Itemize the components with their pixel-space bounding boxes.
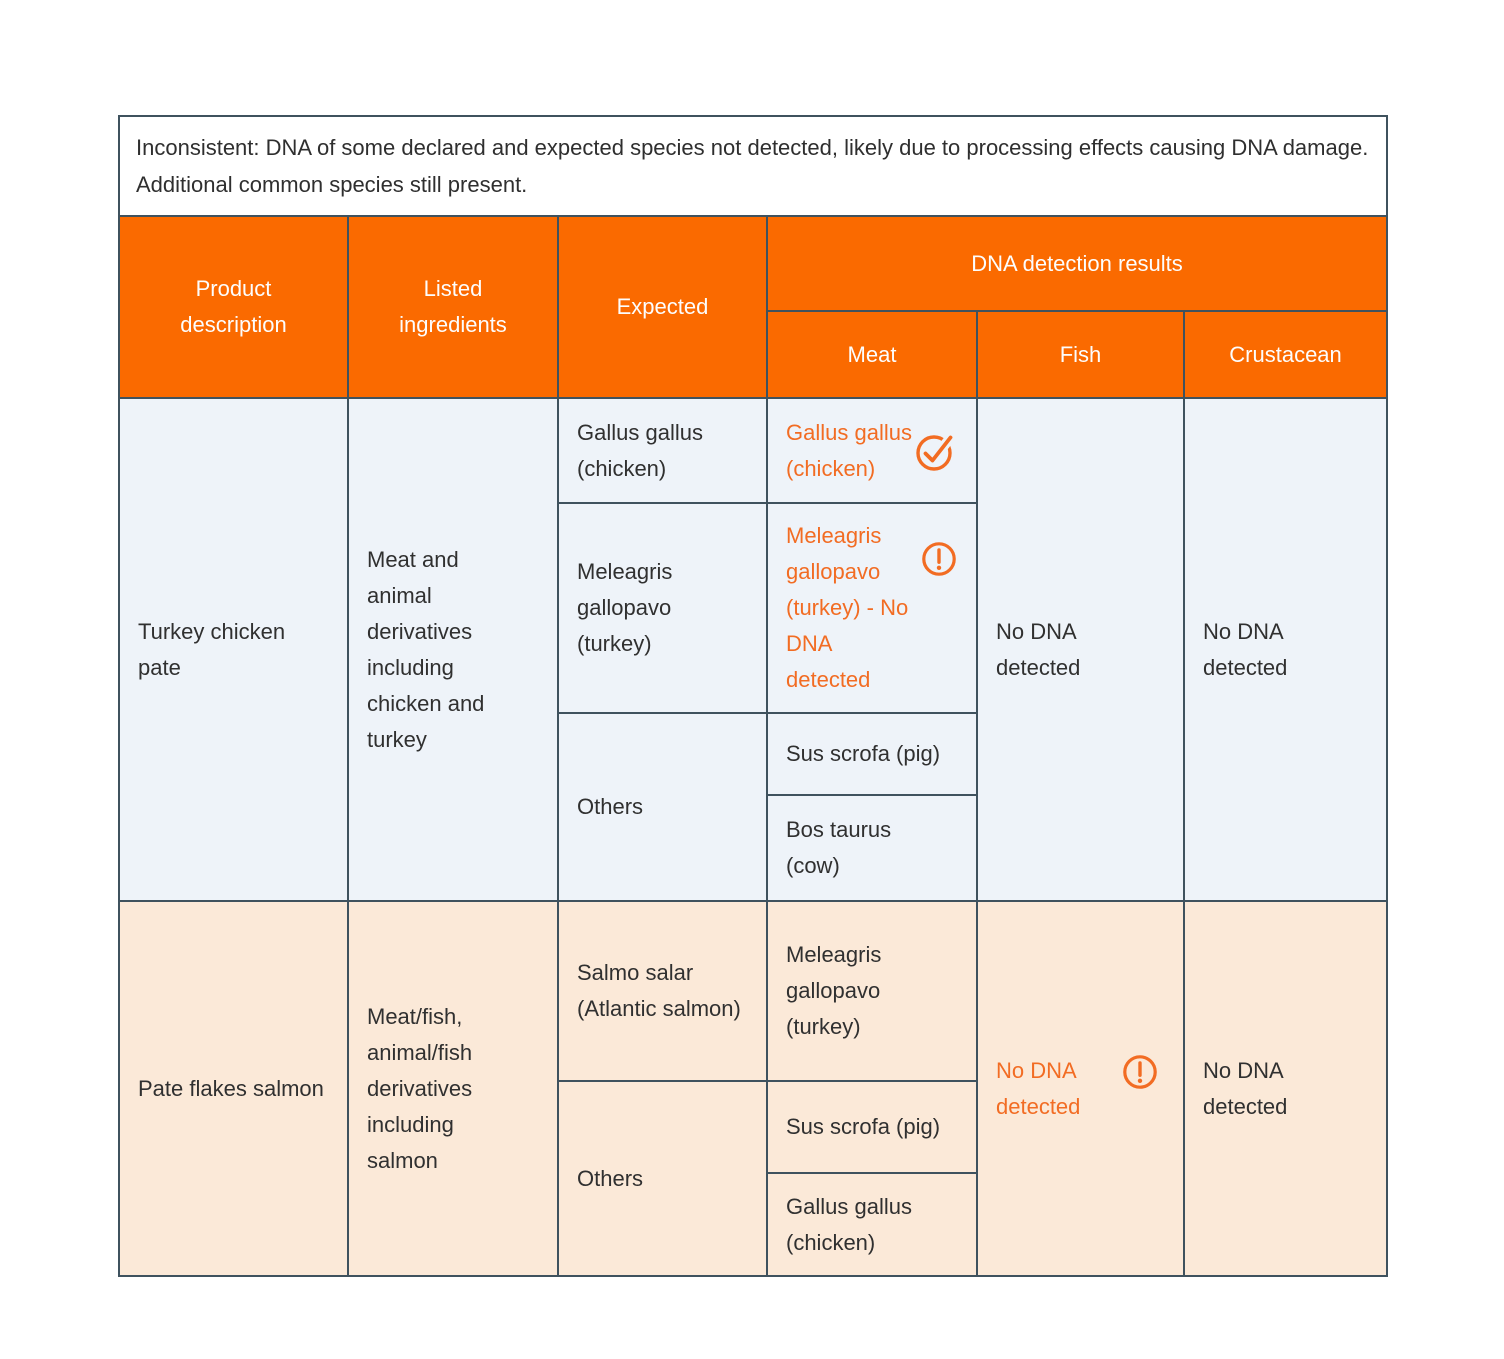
fish-result-cell: No DNA detected: [976, 900, 1185, 1277]
fish-result-text: No DNA detected: [996, 618, 1081, 680]
expected-species-cell: Others: [557, 712, 768, 902]
col-header-product-label: Product description: [180, 276, 287, 337]
warning-circle-icon: [920, 540, 958, 578]
expected-species-cell: Salmo salar (Atlantic salmon): [557, 900, 768, 1082]
dna-detection-table: Inconsistent: DNA of some declared and e…: [117, 115, 1389, 1277]
meat-result-cell: Meleagris gallopavo (turkey): [766, 900, 978, 1082]
ingredients-cell: Meat/fish, animal/fish derivatives inclu…: [347, 900, 559, 1277]
meat-result-text: Bos taurus (cow): [786, 817, 892, 878]
ingredients-text: Meat/fish, animal/fish derivatives inclu…: [367, 1003, 473, 1173]
crustacean-result-cell: No DNA detected: [1182, 900, 1389, 1277]
crustacean-result-cell: No DNA detected: [1182, 397, 1389, 902]
table-row: Meleagris gallopavo (turkey) Meleagris g…: [119, 502, 1387, 714]
caption-row: Inconsistent: DNA of some declared and e…: [117, 115, 1389, 217]
col-header-expected: Expected: [557, 215, 768, 399]
table-row: Bos taurus (cow): [119, 794, 1387, 902]
table-row: Others Sus scrofa (pig): [119, 712, 1387, 902]
table-caption: Inconsistent: DNA of some declared and e…: [117, 115, 1389, 217]
ingredients-cell: Meat and animal derivatives including ch…: [347, 397, 559, 902]
fish-result-text: No DNA detected: [996, 1057, 1081, 1119]
meat-result-cell: Gallus gallus (chicken): [766, 1172, 978, 1277]
meat-result-text: Gallus gallus (chicken): [786, 1193, 912, 1255]
product-cell: Turkey chicken pate: [118, 397, 349, 902]
meat-result-cell: Sus scrofa (pig): [766, 1080, 978, 1174]
meat-result-cell: Meleagris gallopavo (turkey) - No DNA de…: [766, 502, 978, 714]
col-header-meat: Meat: [766, 310, 978, 399]
col-header-ingredients-label: Listed ingredients: [399, 276, 507, 337]
crustacean-result-text: No DNA detected: [1203, 618, 1288, 680]
header-row-sub: Meat Fish Crustacean: [119, 310, 1389, 399]
meat-result-cell: Sus scrofa (pig): [766, 712, 978, 796]
meat-result-cell: Bos taurus (cow): [766, 794, 978, 902]
check-circle-icon: [914, 429, 958, 473]
col-header-crustacean: Crustacean: [1182, 310, 1389, 399]
report-figure: Inconsistent: DNA of some declared and e…: [117, 115, 1389, 1277]
table-row: Pate flakes salmon Meat/fish, animal/fis…: [118, 900, 1389, 1277]
product-cell: Pate flakes salmon: [118, 900, 349, 1277]
meat-result-cell: Gallus gallus (chicken): [766, 397, 978, 504]
table-row: Others Sus scrofa (pig): [119, 1080, 1387, 1277]
col-header-product: Product description: [118, 215, 349, 399]
meat-result-text: Gallus gallus (chicken): [786, 419, 912, 481]
meat-result-text: Meleagris gallopavo (turkey) - No DNA de…: [786, 523, 909, 692]
header-row-main: Product description Listed ingredients E…: [118, 215, 1389, 399]
expected-species-cell: Meleagris gallopavo (turkey): [557, 502, 768, 714]
col-header-fish: Fish: [976, 310, 1185, 399]
table-row: Gallus gallus (chicken): [119, 1172, 1387, 1277]
warning-circle-icon: [1121, 1053, 1159, 1091]
crustacean-result-text: No DNA detected: [1203, 1057, 1288, 1119]
col-header-dna-results: DNA detection results: [765, 215, 1389, 312]
expected-species-cell: Gallus gallus (chicken): [557, 397, 768, 504]
ingredients-text: Meat and animal derivatives including ch…: [367, 546, 485, 752]
table-row: Turkey chicken pate Meat and animal deri…: [118, 397, 1389, 902]
fish-result-cell: No DNA detected: [976, 397, 1185, 902]
expected-species-cell: Others: [557, 1080, 768, 1277]
col-header-ingredients: Listed ingredients: [347, 215, 559, 399]
